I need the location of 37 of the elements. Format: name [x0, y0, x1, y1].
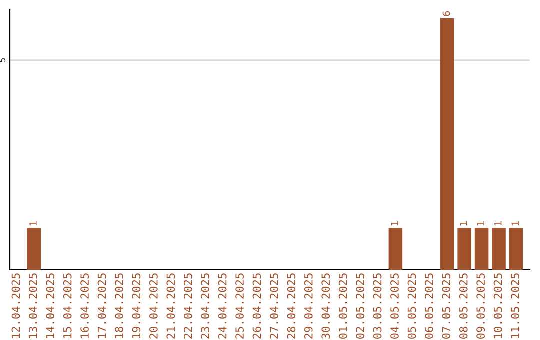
data-label: 1 — [494, 221, 502, 226]
x-tick-label: 04.05.2025 — [390, 274, 399, 339]
data-label: 1 — [460, 221, 468, 226]
data-label: 1 — [391, 221, 398, 226]
x-tick-label: 01.05.2025 — [338, 274, 348, 339]
x-tick-label: 23.04.2025 — [201, 274, 210, 339]
x-tick-label: 10.05.2025 — [494, 274, 502, 338]
x-tick-label: 21.04.2025 — [166, 274, 176, 339]
x-tick-label: 11.05.2025 — [511, 274, 520, 338]
x-tick-label: 07.05.2025 — [442, 274, 451, 339]
x-tick-label: 03.05.2025 — [373, 274, 382, 339]
x-tick-label: 05.05.2025 — [408, 274, 416, 339]
x-tick-label: 09.05.2025 — [476, 274, 486, 339]
x-tick-label: 22.04.2025 — [184, 274, 192, 339]
x-tick-label: 15.04.2025 — [63, 274, 72, 338]
x-tick-label: 25.04.2025 — [236, 274, 244, 339]
x-tick-label: 06.05.2025 — [424, 274, 434, 339]
x-tick-label: 16.04.2025 — [80, 274, 90, 338]
data-label: 6 — [442, 11, 450, 16]
x-tick-label: 30.04.2025 — [322, 274, 330, 339]
x-tick-label: 14.04.2025 — [46, 274, 55, 338]
data-label: 1 — [512, 221, 519, 226]
x-tick-label: 27.04.2025 — [270, 274, 278, 339]
x-tick-label: 19.04.2025 — [132, 274, 141, 338]
x-tick-label: 26.04.2025 — [252, 274, 262, 339]
x-tick-label: 24.04.2025 — [218, 274, 227, 339]
x-tick-label: 18.04.2025 — [115, 274, 124, 338]
x-tick-label: 20.04.2025 — [149, 274, 158, 339]
x-tick-label: 02.05.2025 — [356, 274, 365, 339]
data-label: 1 — [30, 221, 37, 226]
x-tick-label: 28.04.2025 — [287, 274, 296, 339]
x-tick-label: 29.04.2025 — [304, 274, 313, 339]
x-tick-label: 17.04.2025 — [98, 274, 106, 338]
data-label: 1 — [477, 221, 484, 226]
x-tick-label: 08.05.2025 — [459, 274, 468, 339]
x-tick-label: 13.04.2025 — [28, 274, 38, 338]
x-tick-label: 12.04.2025 — [12, 274, 20, 338]
